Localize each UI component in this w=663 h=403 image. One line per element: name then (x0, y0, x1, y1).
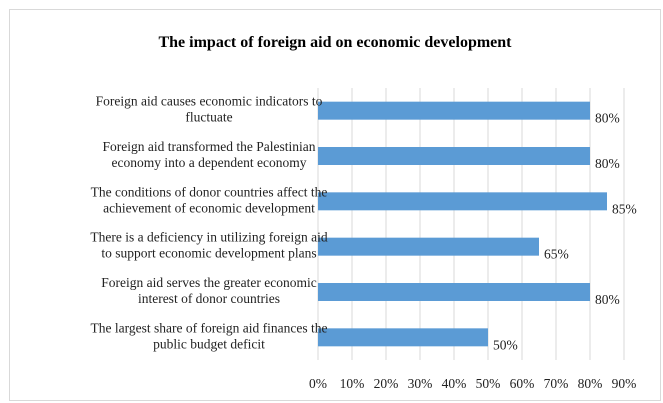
data-label: 50% (493, 337, 518, 352)
x-tick-label: 80% (578, 376, 603, 391)
category-label: Foreign aid causes economic indicators t… (96, 94, 323, 125)
category-label-line: The largest share of foreign aid finance… (90, 320, 327, 335)
x-tick-label: 40% (442, 376, 467, 391)
bar (318, 328, 488, 347)
category-label-line: There is a deficiency in utilizing forei… (90, 230, 328, 245)
category-label-line: fluctuate (185, 110, 232, 125)
category-label-line: Foreign aid serves the greater economic (101, 275, 317, 290)
x-tick-label: 10% (340, 376, 365, 391)
x-tick-label: 50% (476, 376, 501, 391)
x-tick-label: 30% (408, 376, 433, 391)
x-tick-label: 0% (309, 376, 327, 391)
bar (318, 283, 590, 301)
x-tick-label: 70% (544, 376, 569, 391)
bar (318, 192, 607, 211)
category-label-line: public budget deficit (153, 336, 265, 351)
category-label-line: interest of donor countries (138, 291, 280, 306)
data-label: 65% (544, 247, 569, 262)
category-label-line: Foreign aid causes economic indicators t… (96, 94, 323, 109)
data-label: 80% (595, 111, 620, 126)
category-label: There is a deficiency in utilizing forei… (90, 230, 328, 261)
data-label: 80% (595, 292, 620, 307)
category-label: Foreign aid serves the greater economic i… (101, 275, 317, 306)
x-tick-label: 20% (374, 376, 399, 391)
category-label-line: Foreign aid transformed the Palestinian (103, 139, 316, 154)
category-label-line: achievement of economic development (103, 200, 315, 215)
bar (318, 147, 590, 165)
category-label-line: The conditions of donor countries affect… (91, 184, 328, 199)
category-label: The largest share of foreign aid finance… (90, 320, 327, 351)
category-label: Foreign aid transformed the Palestinian e… (103, 139, 316, 170)
bar (318, 237, 539, 256)
data-label: 85% (612, 201, 637, 216)
category-label-line: economy into a dependent economy (112, 155, 307, 170)
x-tick-label: 90% (612, 376, 637, 391)
category-label-line: to support economic development plans (101, 246, 316, 261)
category-label: The conditions of donor countries affect… (91, 184, 328, 215)
data-label: 80% (595, 156, 620, 171)
chart-title: The impact of foreign aid on economic de… (158, 34, 512, 51)
x-tick-label: 60% (510, 376, 535, 391)
bar (318, 101, 590, 120)
